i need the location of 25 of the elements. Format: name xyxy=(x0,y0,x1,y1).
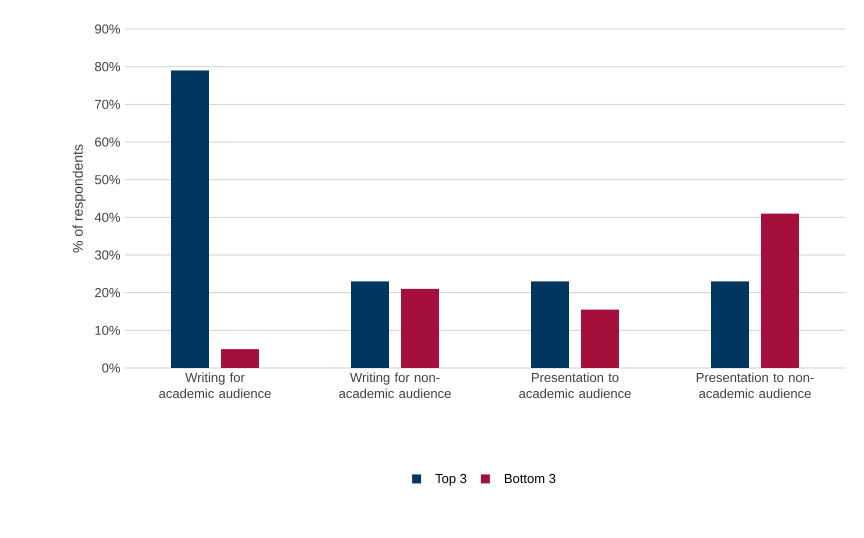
x-tick-label: Presentation to academic audience xyxy=(519,372,631,398)
legend-label: Bottom 3 xyxy=(504,474,556,484)
bar xyxy=(171,70,209,368)
y-tick-label: 10% xyxy=(95,326,120,335)
y-axis-title: % of respondents xyxy=(72,144,86,252)
x-tick-label: Presentation to non-academic audience xyxy=(696,372,814,398)
bar xyxy=(761,214,800,368)
y-tick-label: 60% xyxy=(95,137,120,147)
legend-label: Top 3 xyxy=(435,474,466,486)
y-tick-label: 70% xyxy=(95,100,120,109)
y-tick-label: 90% xyxy=(95,24,120,34)
y-tick-label: 20% xyxy=(95,288,120,298)
y-tick-label: 30% xyxy=(94,250,120,260)
bar xyxy=(531,281,570,368)
y-tick-label: 80% xyxy=(95,62,120,72)
bar xyxy=(401,288,440,368)
y-tick-label: 40% xyxy=(94,212,120,222)
y-tick-label: 50% xyxy=(94,175,120,184)
bar xyxy=(221,349,260,368)
x-tick-label: Writing for academic audience xyxy=(159,372,271,398)
bar xyxy=(581,310,620,368)
y-tick-label: 0% xyxy=(102,363,120,373)
x-tick-label: Writing for non-academic audience xyxy=(339,372,451,398)
bar xyxy=(711,281,750,368)
bar xyxy=(351,281,390,368)
